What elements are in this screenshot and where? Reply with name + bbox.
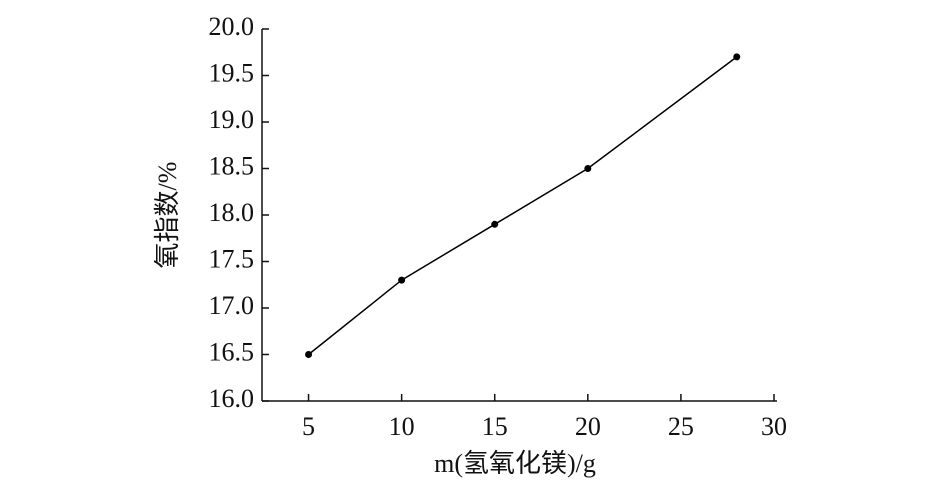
x-tick-label: 30 <box>761 412 787 441</box>
x-tick-label: 15 <box>482 412 508 441</box>
y-tick-label: 17.0 <box>209 291 255 320</box>
y-tick-label: 16.5 <box>209 337 255 366</box>
y-tick-label: 20.0 <box>209 12 255 41</box>
x-axis-label: m(氢氧化镁)/g <box>434 449 596 478</box>
data-point <box>491 220 499 228</box>
data-point <box>305 351 313 358</box>
x-tick-label: 5 <box>302 412 315 441</box>
data-line <box>308 56 738 356</box>
x-tick-label: 25 <box>668 412 694 441</box>
y-tick-label: 18.5 <box>209 151 255 180</box>
y-tick-label: 19.5 <box>209 58 255 87</box>
y-tick-label: 16.0 <box>209 384 255 413</box>
x-tick-label: 10 <box>389 412 415 441</box>
y-tick-label: 19.0 <box>209 105 255 134</box>
data-point <box>584 165 592 172</box>
y-axis-label: 氧指数/% <box>153 162 182 269</box>
data-point <box>398 276 406 284</box>
x-tick-label: 20 <box>575 412 601 441</box>
y-tick-label: 17.5 <box>209 244 255 273</box>
y-tick-label: 18.0 <box>209 198 255 227</box>
data-point <box>733 53 741 61</box>
